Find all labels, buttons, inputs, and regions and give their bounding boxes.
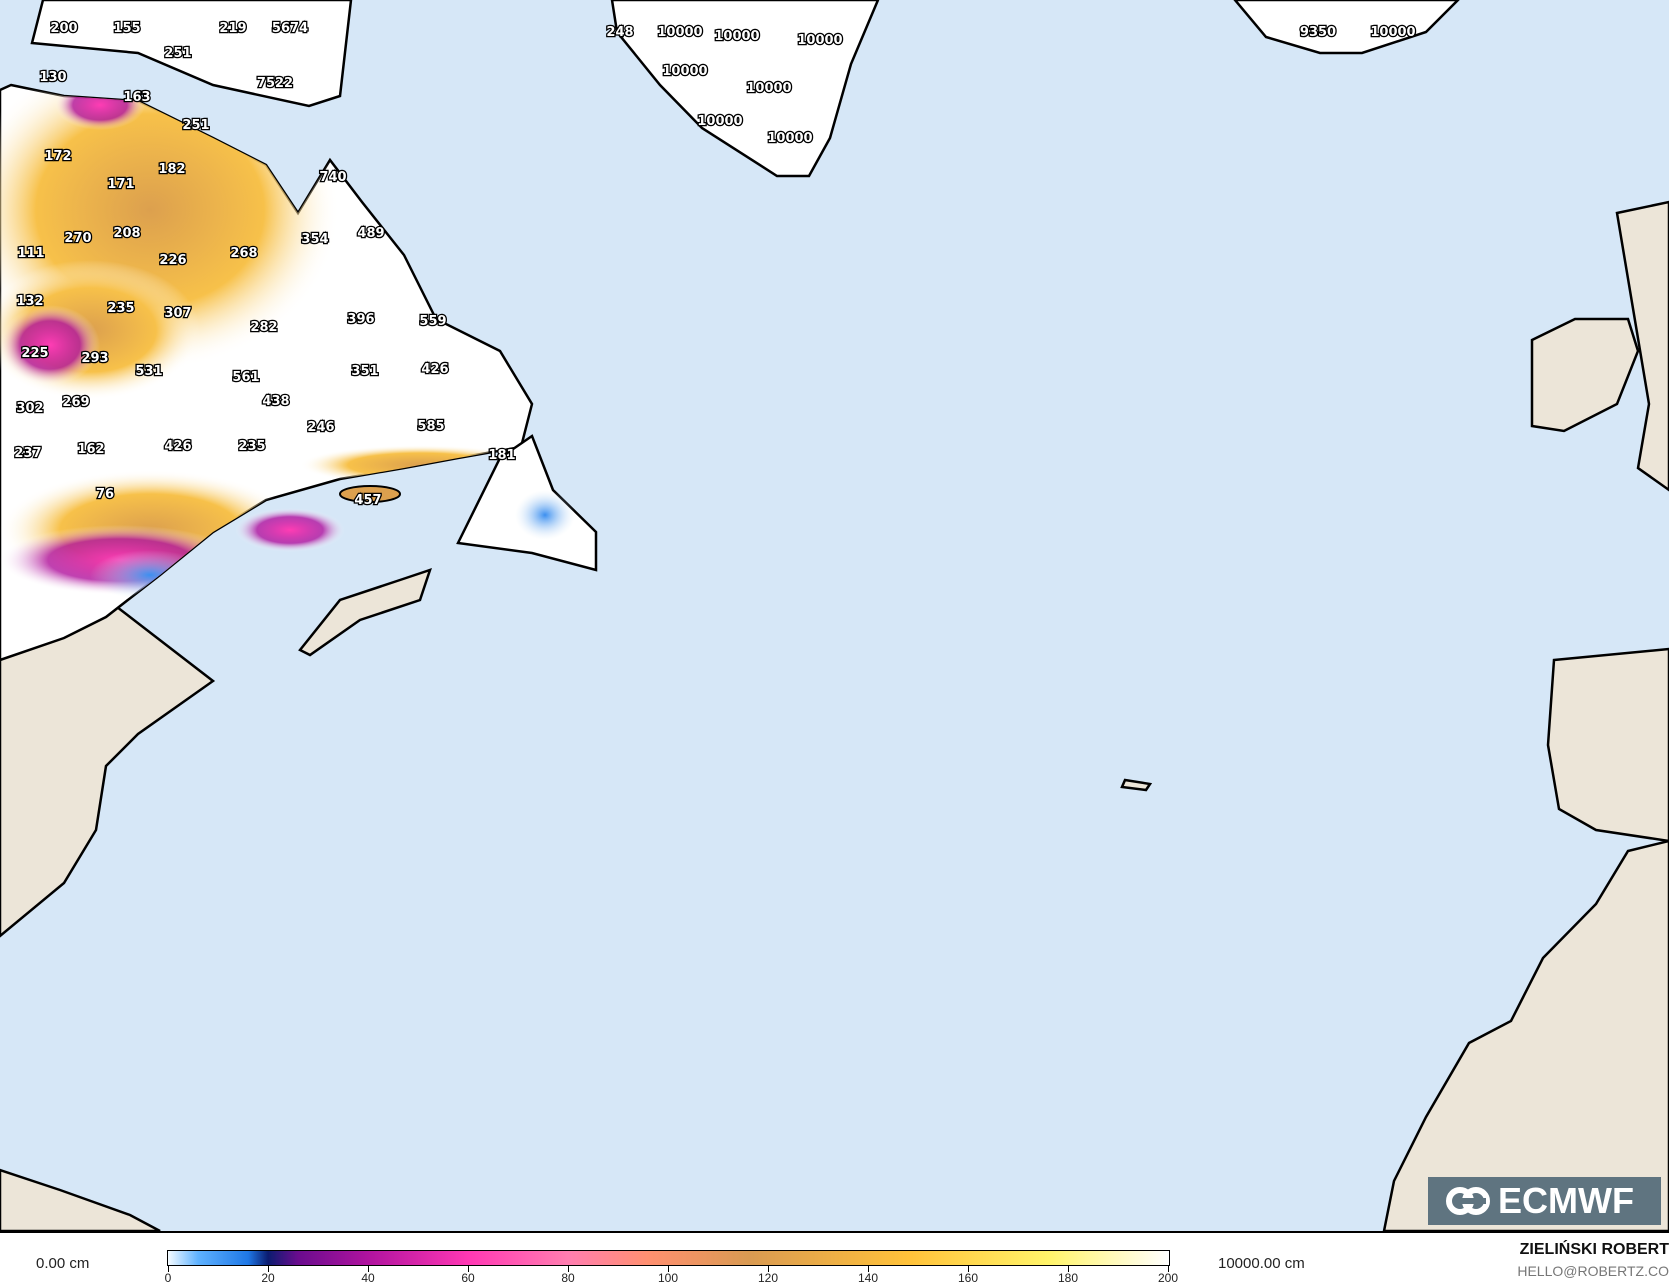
logo-text: ECMWF (1498, 1180, 1634, 1221)
depth-label: 251 (164, 46, 191, 61)
colorbar-tick-label: 0 (164, 1271, 172, 1285)
colorbar-tick (568, 1266, 569, 1272)
depth-label: 111 (17, 246, 44, 261)
colorbar-tick (768, 1266, 769, 1272)
depth-label: 302 (16, 401, 43, 416)
depth-label: 181 (488, 448, 515, 463)
depth-label: 531 (135, 364, 162, 379)
iberia (1546, 647, 1669, 843)
colorbar-tick (1068, 1266, 1069, 1272)
snow-depth-map[interactable]: 200 155 219 5674 251 7522 130 163 251 17… (0, 0, 1669, 1233)
depth-label: 237 (14, 446, 41, 461)
great-britain (1615, 200, 1669, 492)
legend-max-label: 10000.00 cm (1218, 1255, 1305, 1272)
depth-label: 282 (250, 320, 277, 335)
depth-label: 396 (347, 312, 374, 327)
greenland (610, 0, 880, 178)
depth-label: 10000 (746, 81, 791, 96)
depth-label: 740 (319, 170, 346, 185)
depth-label: 268 (230, 246, 257, 261)
colorbar (167, 1250, 1170, 1266)
depth-label: 559 (419, 314, 446, 329)
depth-label: 200 (50, 21, 77, 36)
colorbar-tick (1168, 1266, 1169, 1272)
colorbar-tick (468, 1266, 469, 1272)
author-credit: ZIELIŃSKI ROBERT (1519, 1241, 1669, 1258)
colorbar-tick (868, 1266, 869, 1272)
depth-label: 489 (357, 226, 384, 241)
depth-label: 269 (62, 395, 89, 410)
colorbar-tick-label: 60 (461, 1271, 475, 1285)
colorbar-tick (668, 1266, 669, 1272)
depth-label: 10000 (662, 64, 707, 79)
colorbar-tick (368, 1266, 369, 1272)
colorbar-tick-label: 200 (1157, 1271, 1179, 1285)
depth-label: 219 (219, 21, 246, 36)
depth-label: 585 (417, 419, 444, 434)
depth-label: 354 (301, 232, 328, 247)
depth-label: 171 (107, 177, 134, 192)
colorbar-tick-label: 140 (857, 1271, 879, 1285)
depth-label: 293 (81, 351, 108, 366)
depth-label: 226 (159, 253, 186, 268)
depth-label: 248 (606, 25, 633, 40)
depth-label: 246 (307, 420, 334, 435)
map-canvas: 200 155 219 5674 251 7522 130 163 251 17… (0, 0, 1669, 1233)
depth-label: 163 (123, 90, 150, 105)
depth-label: 235 (107, 301, 134, 316)
depth-label: 10000 (697, 114, 742, 129)
colorbar-tick-label: 180 (1057, 1271, 1079, 1285)
depth-label: 426 (164, 439, 191, 454)
colorbar-tick-label: 40 (361, 1271, 375, 1285)
depth-label: 457 (354, 493, 381, 508)
colorbar-tick (268, 1266, 269, 1272)
depth-label: 270 (64, 231, 91, 246)
ireland (1530, 317, 1640, 433)
depth-label: 5674 (272, 21, 308, 36)
depth-label: 351 (351, 364, 378, 379)
depth-label: 162 (77, 442, 104, 457)
depth-label: 225 (21, 346, 48, 361)
depth-label: 155 (113, 21, 140, 36)
depth-label: 130 (39, 70, 66, 85)
colorbar-tick-label: 80 (561, 1271, 575, 1285)
depth-label: 10000 (767, 131, 812, 146)
colorbar-tick (968, 1266, 969, 1272)
cuba-bahamas (0, 1168, 161, 1233)
colorbar-tick-label: 120 (757, 1271, 779, 1285)
author-email: HELLO@ROBERTZ.CO (1517, 1263, 1669, 1279)
colorbar-tick-label: 100 (657, 1271, 679, 1285)
depth-label: 7522 (257, 76, 293, 91)
azores (1120, 778, 1153, 792)
depth-label: 10000 (797, 33, 842, 48)
legend: 0.00 cm 0 20 40 60 80 100 120 140 160 180 200 1000… (0, 1233, 1669, 1287)
depth-label: 10000 (657, 25, 702, 40)
depth-label: 208 (113, 226, 140, 241)
depth-label: 182 (158, 162, 185, 177)
snow-depth-labels: 200 155 219 5674 251 7522 130 163 251 17… (13, 20, 1417, 510)
colorbar-tick-label: 20 (261, 1271, 275, 1285)
ecmwf-logo-icon (1446, 1187, 1490, 1215)
depth-label: 235 (238, 439, 265, 454)
baffin-island (30, 0, 353, 108)
depth-label: 172 (44, 149, 71, 164)
ecmwf-logo: ECMWF (1428, 1177, 1661, 1225)
depth-label: 438 (262, 394, 289, 409)
colorbar-tick (168, 1266, 169, 1272)
depth-label: 426 (421, 362, 448, 377)
depth-label: 10000 (714, 29, 759, 44)
depth-label: 9350 (1300, 25, 1336, 40)
us-east-coast (0, 573, 216, 938)
depth-label: 76 (96, 487, 114, 502)
depth-label: 251 (182, 118, 209, 133)
depth-label: 561 (232, 370, 259, 385)
colorbar-tick-label: 160 (957, 1271, 979, 1285)
legend-min-label: 0.00 cm (36, 1255, 90, 1272)
nova-scotia (298, 568, 432, 657)
iceland (1233, 0, 1460, 55)
depth-label: 307 (164, 306, 191, 321)
depth-label: 132 (16, 294, 43, 309)
depth-label: 10000 (1370, 25, 1415, 40)
